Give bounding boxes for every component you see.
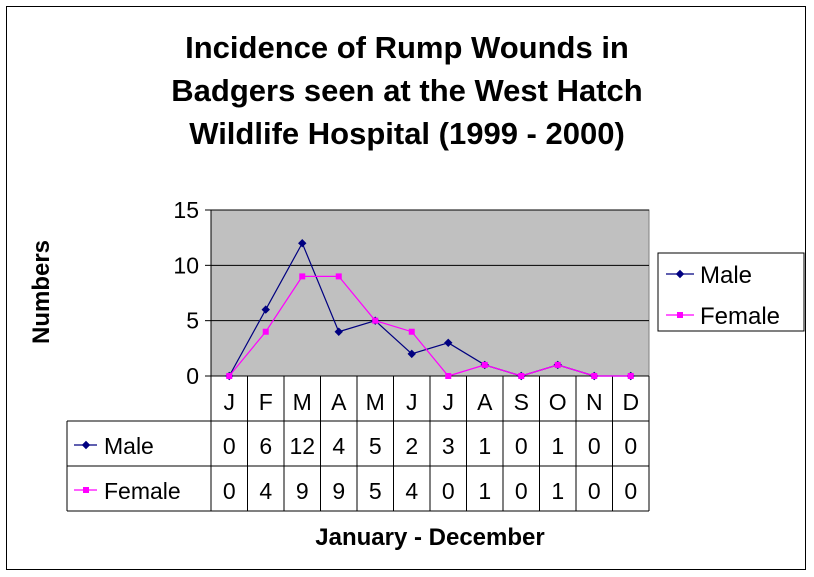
x-tick-label: J xyxy=(224,389,236,415)
data-point-male xyxy=(298,238,307,248)
legend-marker-male xyxy=(675,269,685,279)
table-cell: 1 xyxy=(551,478,564,504)
data-point-female xyxy=(226,373,233,379)
table-cell: 1 xyxy=(478,433,491,459)
data-point-female xyxy=(408,328,415,335)
table-cell: 0 xyxy=(515,433,528,459)
data-point-female xyxy=(591,373,598,379)
legend-label-male: Male xyxy=(700,262,752,289)
data-point-female xyxy=(299,273,306,280)
table-cell: 1 xyxy=(478,478,491,504)
table-cell: 0 xyxy=(223,478,236,504)
grid-lines xyxy=(211,209,649,322)
table-cell: 12 xyxy=(289,433,315,459)
y-tick-label: 5 xyxy=(186,308,199,334)
x-tick-label: J xyxy=(406,389,418,415)
table-cell: 5 xyxy=(369,478,382,504)
x-tick-label: M xyxy=(293,389,312,415)
data-point-female xyxy=(627,373,634,379)
chart-title-line-1: Incidence of Rump Wounds in xyxy=(185,30,629,65)
data-point-male xyxy=(261,305,270,314)
x-tick-label: J xyxy=(443,389,455,415)
data-point-male xyxy=(334,327,343,336)
x-tick-label: A xyxy=(477,389,493,415)
table-cell: 9 xyxy=(332,478,345,504)
series-female xyxy=(226,273,634,379)
table-cell: 0 xyxy=(442,478,455,504)
table-row-label-male: Male xyxy=(104,433,154,459)
x-tick-label: S xyxy=(514,389,529,415)
chart-title-line-3: Wildlife Hospital (1999 - 2000) xyxy=(189,116,625,151)
x-axis-label: January - December xyxy=(315,524,544,551)
table-cell: 3 xyxy=(442,433,455,459)
table-key-marker-male xyxy=(81,440,91,450)
table-cell: 4 xyxy=(405,478,418,504)
legend-marker-female xyxy=(677,312,683,318)
y-tick-label: 0 xyxy=(186,363,199,389)
table-cell: 6 xyxy=(259,433,272,459)
data-point-male xyxy=(407,349,416,359)
table-cell: 0 xyxy=(588,478,601,504)
x-tick-label: O xyxy=(549,389,567,415)
series-line-female xyxy=(228,275,631,377)
y-tick-label: 15 xyxy=(173,197,199,223)
table-row-label-female: Female xyxy=(104,478,181,504)
x-tick-label: A xyxy=(331,389,347,415)
y-axis-label: Numbers xyxy=(28,240,55,344)
chart-title-line-2: Badgers seen at the West Hatch xyxy=(171,73,642,108)
x-tick-label: M xyxy=(366,389,385,415)
table-cell: 5 xyxy=(369,433,382,459)
x-tick-label: N xyxy=(586,389,603,415)
table-cell: 0 xyxy=(624,478,637,504)
data-point-female xyxy=(554,361,561,368)
plot-area xyxy=(210,209,650,377)
table-cell: 0 xyxy=(588,433,601,459)
data-point-female xyxy=(335,273,342,280)
x-tick-label: F xyxy=(259,389,273,415)
y-tick-label: 10 xyxy=(173,252,199,278)
table-cell: 0 xyxy=(515,478,528,504)
data-point-female xyxy=(372,317,379,324)
chart-frame xyxy=(6,6,806,570)
legend: Male Female xyxy=(657,252,805,332)
series-layer xyxy=(225,238,635,381)
data-point-female xyxy=(481,361,488,368)
data-point-female xyxy=(262,328,269,335)
table-cell: 4 xyxy=(332,433,345,459)
y-axis-ticks: 0 5 10 15 xyxy=(173,197,212,389)
data-point-female xyxy=(518,373,525,379)
legend-label-female: Female xyxy=(700,303,780,330)
table-cell: 2 xyxy=(405,433,418,459)
chart-title: Incidence of Rump Wounds in Badgers seen… xyxy=(171,30,642,151)
data-point-female xyxy=(445,373,452,379)
table-key-marker-female xyxy=(83,487,89,493)
table-cell: 4 xyxy=(259,478,272,504)
table-cell: 0 xyxy=(223,433,236,459)
table-cell: 0 xyxy=(624,433,637,459)
data-point-male xyxy=(444,338,453,348)
table-cell: 1 xyxy=(551,433,564,459)
x-tick-label: D xyxy=(622,389,639,415)
table-cell: 9 xyxy=(296,478,309,504)
